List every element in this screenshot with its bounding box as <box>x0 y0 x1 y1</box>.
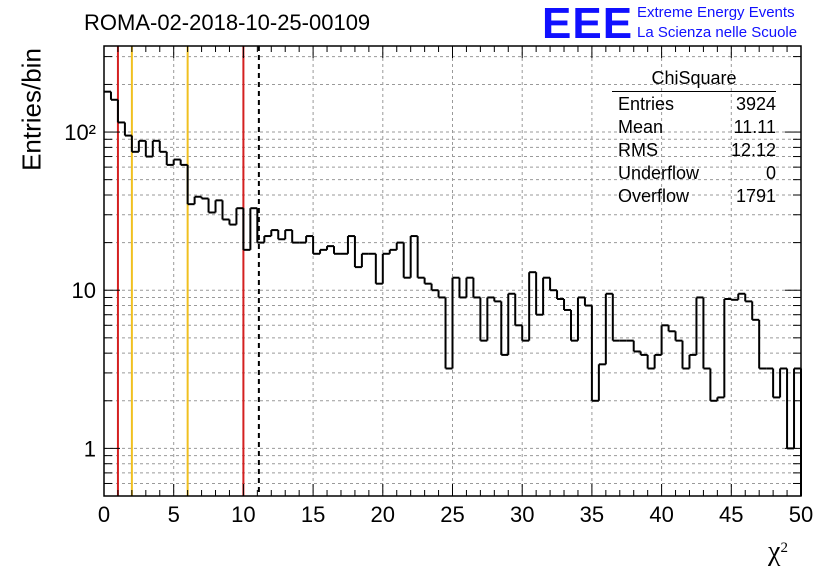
tick-labels: 0 5 10 15 20 25 30 35 40 45 50 1 10 10² <box>64 120 813 527</box>
stats-divider <box>612 91 776 92</box>
x-tick-label: 10 <box>231 502 255 527</box>
stat-value: 0 <box>765 163 776 183</box>
y-tick-label: 10 <box>72 278 96 303</box>
chart-title: ROMA-02-2018-10-25-00109 <box>84 10 371 35</box>
stat-key: Mean <box>618 117 664 137</box>
stat-value: 12.12 <box>730 140 776 160</box>
stat-row-underflow: Underflow 0 <box>618 163 776 185</box>
marker-lines <box>116 46 260 496</box>
logo-text-line2: La Scienza nelle Scuole <box>637 24 798 41</box>
x-tick-label: 25 <box>440 502 464 527</box>
stat-row-overflow: Overflow 1791 <box>618 186 776 208</box>
histogram-series <box>104 90 802 496</box>
x-tick-label: 40 <box>649 502 673 527</box>
stat-value: 3924 <box>735 94 776 114</box>
stat-row-entries: Entries 3924 <box>618 94 776 116</box>
x-axis-label: χ2 <box>768 536 788 568</box>
stat-value: 1791 <box>735 186 776 206</box>
stat-row-mean: Mean 11.11 <box>618 117 776 139</box>
x-tick-label: 5 <box>168 502 180 527</box>
logo-text-line1: Extreme Energy Events <box>637 4 795 21</box>
x-tick-label: 20 <box>371 502 395 527</box>
stat-key: Overflow <box>618 186 690 206</box>
eee-logo: EEE <box>542 0 634 48</box>
x-axis-label-superscript: 2 <box>780 540 788 556</box>
stats-title: ChiSquare <box>651 68 737 88</box>
x-tick-label: 50 <box>789 502 813 527</box>
stat-key: Entries <box>618 94 675 114</box>
x-tick-label: 45 <box>719 502 743 527</box>
y-tick-label: 1 <box>84 436 96 461</box>
stat-value: 11.11 <box>733 117 776 137</box>
x-tick-label: 35 <box>580 502 604 527</box>
axes <box>103 45 802 497</box>
x-axis-label-base: χ <box>768 536 781 567</box>
y-tick-label: 10² <box>64 120 96 145</box>
stat-row-rms: RMS 12.12 <box>618 140 776 162</box>
x-tick-label: 15 <box>301 502 325 527</box>
x-tick-label: 30 <box>510 502 534 527</box>
stat-key: Underflow <box>618 163 700 183</box>
y-axis-label: Entries/bin <box>16 48 47 171</box>
x-tick-label: 0 <box>98 502 110 527</box>
stat-key: RMS <box>618 140 658 160</box>
